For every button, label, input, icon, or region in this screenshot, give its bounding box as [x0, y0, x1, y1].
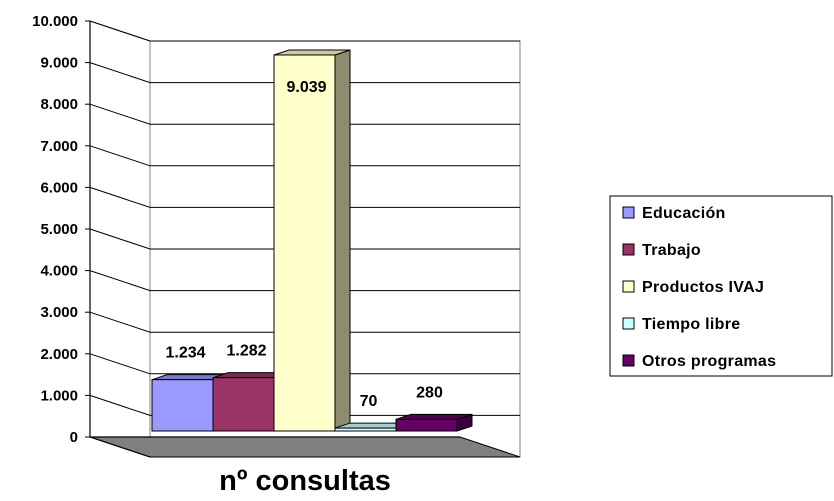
legend-box	[609, 195, 833, 377]
bar	[395, 413, 473, 432]
gridline	[89, 394, 520, 416]
floor	[89, 436, 521, 458]
y-tick-label: 1.000	[40, 387, 78, 404]
gridline	[89, 20, 520, 42]
gridline	[89, 62, 520, 84]
bar-top	[395, 413, 473, 420]
y-tick-label: 0	[70, 429, 78, 446]
bar-front	[273, 54, 336, 432]
y-tick-label: 2.000	[40, 346, 78, 363]
y-tick-label: 3.000	[40, 304, 78, 321]
gridline	[89, 436, 520, 458]
bar-top	[273, 49, 351, 56]
y-axis-ticks: 0 1.000 2.000 3.000 4.000 5.000 6.000 7.000 8.00…	[32, 13, 90, 446]
y-tick-label: 7.000	[40, 138, 78, 155]
data-label: 70	[360, 393, 378, 410]
legend-label: Tiempo libre	[642, 316, 740, 333]
data-label: 280	[416, 384, 443, 401]
gridline	[89, 145, 520, 167]
legend-swatch	[622, 243, 635, 256]
data-label: 1.234	[165, 345, 205, 362]
legend-label: Otros programas	[642, 353, 776, 370]
gridline	[89, 228, 520, 250]
gridline	[89, 311, 520, 333]
legend-label: Trabajo	[642, 242, 701, 259]
y-tick-label: 5.000	[40, 221, 78, 238]
gridline	[89, 270, 520, 292]
bar	[273, 49, 351, 432]
legend-label: Productos IVAJ	[642, 279, 764, 296]
gridlines	[89, 20, 520, 458]
bar-front	[395, 418, 458, 432]
data-label: 1.282	[226, 343, 266, 360]
data-labels: 1.234 1.282 9.039 70 280	[165, 79, 442, 410]
legend-swatch	[622, 354, 635, 367]
y-tick-label: 10.000	[32, 13, 78, 30]
y-tick-label: 6.000	[40, 179, 78, 196]
legend: Educación Trabajo Productos IVAJ Tiempo lib…	[609, 195, 833, 377]
data-label: 9.039	[286, 79, 326, 96]
x-axis-label: nº consultas	[219, 465, 391, 497]
legend-swatch	[622, 280, 635, 293]
legend-label: Educación	[642, 205, 726, 222]
legend-swatch	[622, 317, 635, 330]
bar-front	[151, 379, 214, 432]
bar-front	[212, 377, 275, 432]
y-tick-label: 4.000	[40, 263, 78, 280]
gridline	[89, 103, 520, 125]
y-tick-label: 8.000	[40, 96, 78, 113]
bars	[151, 49, 473, 432]
gridline	[89, 186, 520, 208]
gridline	[89, 353, 520, 375]
y-tick-label: 9.000	[40, 55, 78, 72]
legend-swatch	[622, 206, 635, 219]
bar-side	[334, 49, 351, 432]
bar-front	[334, 427, 397, 432]
